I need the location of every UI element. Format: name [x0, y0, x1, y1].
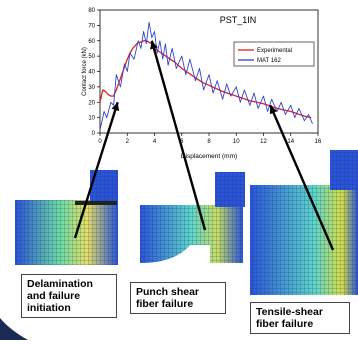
plot-frame [99, 9, 319, 134]
x-tick-label: 12 [260, 139, 267, 145]
corner-decoration [0, 318, 28, 340]
annotation-arrowhead [150, 40, 158, 50]
y-tick-label: 10 [88, 116, 95, 122]
y-tick-label: 50 [88, 54, 95, 60]
x-tick-label: 10 [233, 139, 240, 145]
x-tick-label: 0 [98, 139, 102, 145]
y-tick-label: 40 [88, 70, 95, 76]
annotation-line: Punch shear [136, 286, 200, 298]
fe-mesh-punch-shear [140, 172, 245, 300]
annotation-arrows [73, 40, 335, 251]
x-tick-label: 14 [287, 139, 294, 145]
axes [97, 9, 319, 136]
annotation-tensile-shear: Tensile-shear fiber failure [250, 302, 350, 334]
annotation-arrowhead [111, 102, 120, 112]
y-tick-label: 70 [88, 23, 95, 29]
fe-mesh-delamination [15, 170, 118, 265]
legend-entry: MAT 162 [257, 58, 281, 64]
fe-mesh-tensile-shear [250, 150, 358, 295]
annotation-line: fiber failure [136, 298, 194, 310]
y-tick-label: 20 [88, 100, 95, 106]
legend: Experimental MAT 162 [233, 41, 315, 67]
legend-entry: Experimental [257, 48, 292, 54]
annotation-arrow [73, 101, 119, 239]
x-tick-label: 8 [207, 139, 211, 145]
y-tick-label: 30 [88, 85, 95, 91]
chart-text-layer: 0 2 4 6 8 10 12 14 16 0 10 20 30 40 50 60 70 80 PST_1IN Dis… [82, 8, 322, 160]
annotation-line: Delamination [27, 278, 93, 290]
annotation-arrow [269, 104, 335, 251]
annotation-delamination: Delamination and failure initiation [21, 274, 117, 318]
x-tick-label: 4 [153, 139, 157, 145]
x-tick-label: 6 [180, 139, 184, 145]
y-axis-label: Contact force (kN) [82, 47, 88, 96]
series-line-experimental [99, 40, 312, 119]
y-tick-label: 0 [92, 131, 96, 137]
series-line-mat-162 [99, 21, 313, 130]
annotation-line: Tensile-shear [256, 306, 323, 318]
annotation-line: initiation [27, 302, 71, 314]
y-tick-label: 80 [88, 8, 95, 14]
annotation-punch-shear: Punch shear fiber failure [130, 282, 226, 314]
legend-box [233, 41, 315, 67]
series-layer [99, 21, 313, 130]
plot-area [99, 9, 319, 134]
annotation-line: fiber failure [256, 318, 314, 330]
x-tick-label: 2 [126, 139, 130, 145]
y-tick-label: 60 [88, 39, 95, 45]
annotation-arrowhead [269, 105, 278, 115]
x-tick-label: 16 [315, 139, 322, 145]
annotation-line: and failure [27, 290, 81, 302]
chart-title: PST_1IN [220, 15, 257, 25]
annotation-arrow [150, 40, 207, 231]
x-axis-label: Displacement (mm) [181, 153, 237, 160]
